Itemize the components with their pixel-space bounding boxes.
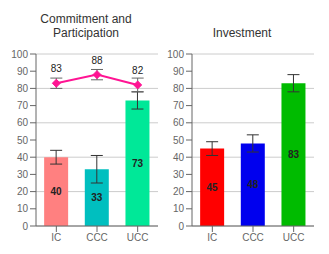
svg-text:40: 40 <box>17 152 29 163</box>
svg-text:48: 48 <box>247 179 259 190</box>
svg-text:10: 10 <box>17 203 29 214</box>
html-text:Commitment and Participation: Commitment and Participation <box>40 12 132 40</box>
svg-text:UCC: UCC <box>283 232 305 243</box>
svg-text:70: 70 <box>17 100 29 111</box>
svg-text:73: 73 <box>132 158 144 169</box>
svg-text:30: 30 <box>173 169 185 180</box>
svg-text:100: 100 <box>167 49 184 60</box>
svg-text:10: 10 <box>173 203 185 214</box>
svg-text:20: 20 <box>17 186 29 197</box>
svg-text:0: 0 <box>178 221 184 232</box>
svg-text:CCC: CCC <box>86 232 108 243</box>
svg-text:IC: IC <box>51 232 61 243</box>
svg-text:50: 50 <box>173 135 185 146</box>
svg-text:0: 0 <box>22 221 28 232</box>
svg-text:IC: IC <box>207 232 217 243</box>
svg-text:83: 83 <box>288 149 300 160</box>
svg-text:20: 20 <box>173 186 185 197</box>
html-text:Investment: Investment <box>212 26 272 40</box>
svg-text:40: 40 <box>51 186 63 197</box>
svg-text:50: 50 <box>17 135 29 146</box>
svg-text:80: 80 <box>17 83 29 94</box>
svg-text:70: 70 <box>173 100 185 111</box>
svg-text:88: 88 <box>91 55 103 66</box>
svg-text:45: 45 <box>207 182 219 193</box>
svg-text:100: 100 <box>11 49 28 60</box>
svg-text:UCC: UCC <box>127 232 149 243</box>
svg-text:40: 40 <box>173 152 185 163</box>
svg-text:33: 33 <box>91 192 103 203</box>
svg-text:80: 80 <box>173 83 185 94</box>
svg-text:CCC: CCC <box>242 232 264 243</box>
svg-text:60: 60 <box>173 117 185 128</box>
svg-text:90: 90 <box>17 66 29 77</box>
svg-text:60: 60 <box>17 117 29 128</box>
svg-text:90: 90 <box>173 66 185 77</box>
svg-text:83: 83 <box>51 63 63 74</box>
svg-text:82: 82 <box>132 65 144 76</box>
svg-text:30: 30 <box>17 169 29 180</box>
